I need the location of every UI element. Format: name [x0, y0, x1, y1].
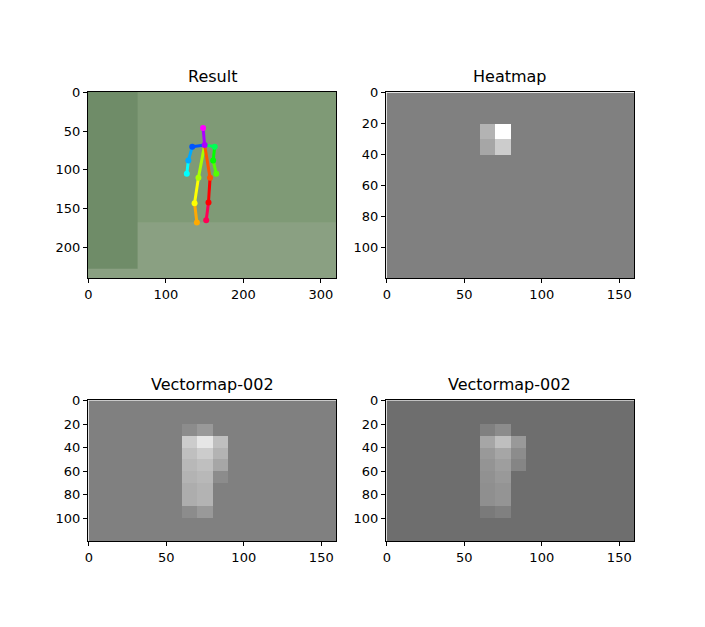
svg-text:200: 200 [231, 287, 256, 302]
svg-text:40: 40 [362, 147, 379, 162]
svg-text:80: 80 [362, 209, 379, 224]
svg-text:100: 100 [153, 287, 178, 302]
svg-text:100: 100 [529, 550, 554, 565]
svg-text:100: 100 [231, 550, 256, 565]
svg-text:80: 80 [362, 487, 379, 502]
svg-text:Vectormap-002: Vectormap-002 [448, 375, 571, 394]
svg-text:100: 100 [354, 511, 379, 526]
svg-text:40: 40 [362, 440, 379, 455]
svg-text:0: 0 [85, 550, 93, 565]
svg-text:0: 0 [72, 393, 80, 408]
svg-text:150: 150 [56, 201, 81, 216]
svg-text:0: 0 [72, 85, 80, 100]
svg-text:60: 60 [362, 178, 379, 193]
svg-text:100: 100 [56, 511, 81, 526]
svg-text:20: 20 [362, 417, 379, 432]
svg-text:80: 80 [64, 487, 81, 502]
svg-text:Vectormap-002: Vectormap-002 [151, 375, 274, 394]
svg-text:0: 0 [370, 85, 378, 100]
svg-text:Result: Result [188, 67, 237, 86]
svg-text:150: 150 [607, 287, 632, 302]
svg-text:100: 100 [529, 287, 554, 302]
svg-text:50: 50 [456, 550, 473, 565]
svg-text:50: 50 [64, 124, 81, 139]
svg-text:60: 60 [64, 464, 81, 479]
svg-text:50: 50 [158, 550, 175, 565]
svg-text:100: 100 [354, 240, 379, 255]
svg-text:50: 50 [456, 287, 473, 302]
svg-text:150: 150 [607, 550, 632, 565]
svg-text:60: 60 [362, 464, 379, 479]
svg-text:300: 300 [308, 287, 333, 302]
svg-text:40: 40 [64, 440, 81, 455]
svg-text:200: 200 [56, 240, 81, 255]
svg-text:0: 0 [370, 393, 378, 408]
svg-text:20: 20 [64, 417, 81, 432]
svg-text:0: 0 [84, 287, 92, 302]
svg-text:0: 0 [383, 287, 391, 302]
svg-text:Heatmap: Heatmap [473, 67, 547, 86]
svg-text:100: 100 [56, 162, 81, 177]
svg-text:150: 150 [309, 550, 334, 565]
svg-text:20: 20 [362, 116, 379, 131]
svg-text:0: 0 [383, 550, 391, 565]
